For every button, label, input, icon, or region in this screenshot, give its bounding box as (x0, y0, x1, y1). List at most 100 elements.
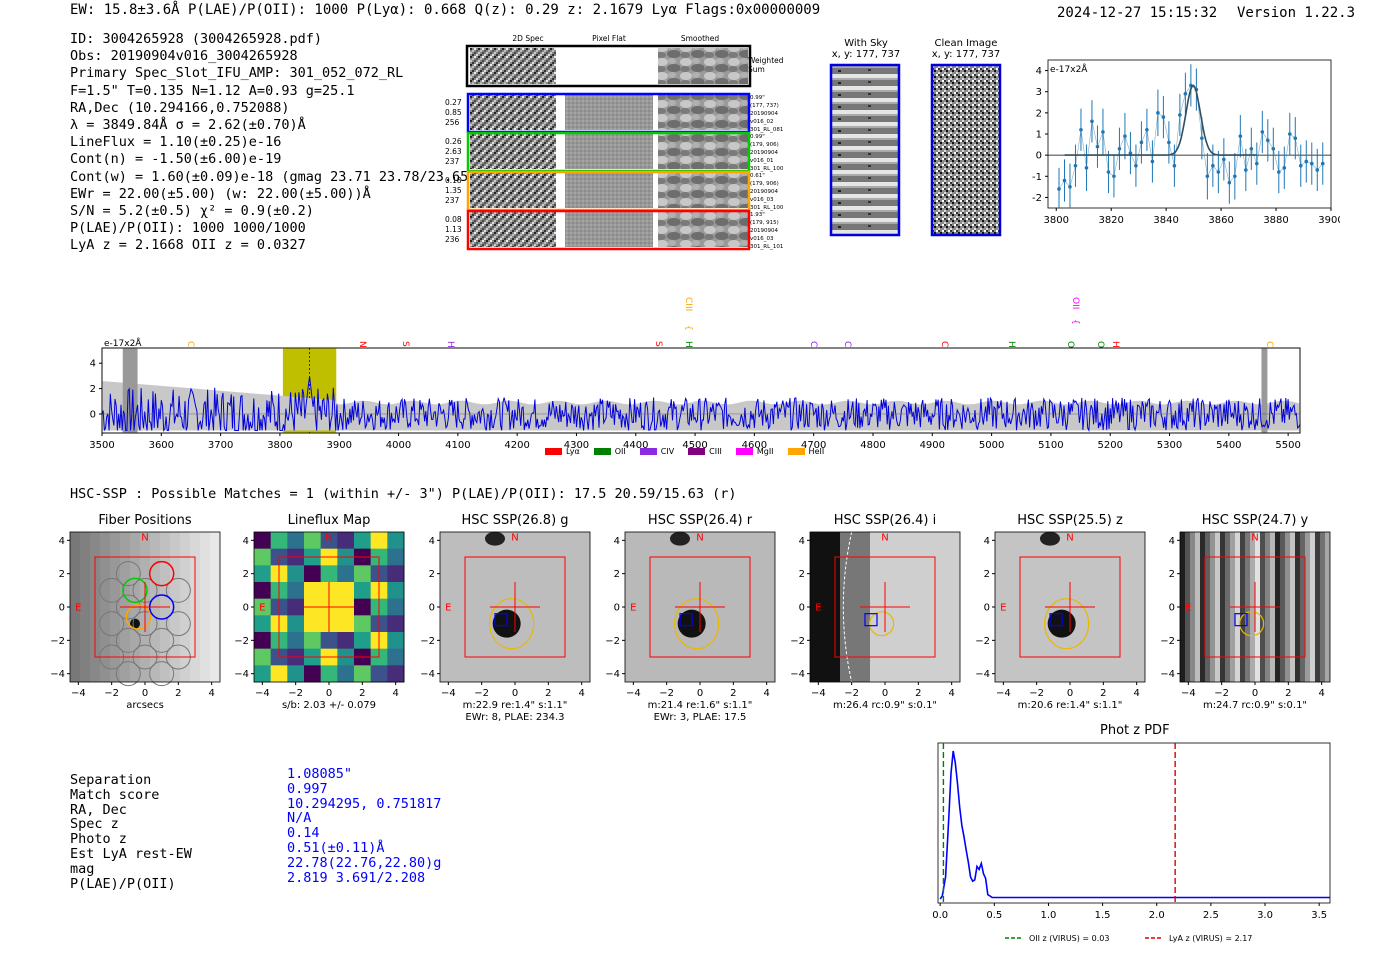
with-sky-header: With Sky x, y: 177, 737 (830, 38, 902, 60)
lineflux-cell (270, 665, 288, 683)
legend-label: MgII (756, 447, 774, 456)
zoom-spectrum-chart: -2 -1 0 1 2 3 4 3800 3820 3840 3860 3880 3900 e-17x2Å (1032, 59, 1340, 226)
col-header-smoothed: Smoothed (681, 34, 720, 43)
fiber-circle (115, 627, 141, 653)
legend-label: CIV (660, 447, 675, 456)
full-xtick-label: 4100 (445, 440, 470, 451)
spectral-line-label: CII (1264, 341, 1274, 353)
fiber-circle (99, 611, 125, 637)
legend-item: CIV (639, 447, 675, 456)
info-line: LineFlux = 1.10(±0.25)e-16 (70, 134, 282, 151)
zoom-data-point (1211, 163, 1215, 168)
zoom-data-point (1139, 140, 1144, 145)
full-xtick-label: 3900 (327, 440, 352, 451)
lineflux-cell (387, 648, 405, 666)
fiber-row-value: 0.27 (445, 98, 462, 107)
compass-east: E (815, 602, 821, 613)
fiber-row-value: 236 (445, 235, 460, 244)
fiber-row-smoothed (658, 134, 748, 169)
fov-box (649, 556, 751, 658)
fiber-row-meta: v016_01 (750, 158, 774, 164)
compass-east: E (1185, 602, 1191, 613)
noise-envelope (102, 381, 1300, 431)
zoom-xtick-label: 3880 (1263, 215, 1288, 226)
lineflux-cell (304, 565, 322, 583)
full-spectrum-chart: CIV{NV{SiII{HeII{SiIV{CIII{Hγ{CII{CIII{C… (89, 297, 1301, 451)
info-line: F=1.5" T=0.135 N=1.12 A=0.93 g=25.1 (70, 82, 355, 99)
fiber-row-meta: 20190904 (750, 189, 778, 195)
cutout-xtick-label: 2 (545, 688, 551, 699)
info-line: λ = 3849.84Å σ = 2.62(±0.70)Å (70, 117, 306, 134)
zoom-data-point (1233, 174, 1237, 179)
lineflux-cell (387, 582, 405, 600)
cutout-ytick-label: 0 (799, 603, 805, 614)
zoom-data-point (1320, 161, 1325, 166)
lineflux-cell (304, 582, 322, 600)
compass-east: E (75, 602, 81, 613)
zoom-data-point (1161, 115, 1166, 119)
cutout-panel: N E 4 4 2 2 0 0 −2 −2 −4 −4 arcsecs (50, 531, 221, 711)
lineflux-cell (387, 665, 405, 683)
fiber-row-value: 0.26 (445, 137, 462, 146)
match-values: 1.08085" 0.997 10.294295, 0.751817 N/A 0… (287, 767, 441, 885)
fiber-circle (165, 611, 191, 637)
cutout-shading (80, 532, 90, 682)
cutout-ytick-label: −2 (1160, 636, 1175, 647)
cutout-xtick-label: 0 (326, 688, 332, 699)
weighted-sum-label-1: Weighted (748, 56, 784, 65)
cutout-stripe (1180, 532, 1185, 682)
cutout-ytick-label: 2 (429, 569, 435, 580)
with-sky-title: With Sky (844, 38, 888, 49)
zoom-data-point (1271, 147, 1276, 151)
match-label: Separation (70, 772, 152, 788)
zoom-data-point (1084, 166, 1089, 170)
cutout-stripe (1295, 532, 1300, 682)
cutout-ytick-label: 2 (59, 569, 65, 580)
cutout-ytick-label: 2 (799, 569, 805, 580)
fiber-row-meta: 301_RL_101 (750, 244, 783, 250)
legend-item: OII (593, 447, 626, 456)
fiber-row-meta: v016_02 (750, 119, 774, 125)
cutout-neighbor (670, 531, 690, 546)
cutout-shading (180, 532, 190, 682)
cutout-stripe (1280, 532, 1285, 682)
lineflux-cell (320, 632, 338, 650)
full-xtick-label: 4200 (504, 440, 529, 451)
lineflux-cell (320, 532, 338, 550)
fiber-row-value: 2.63 (445, 147, 462, 156)
fiber-row-meta: 20190904 (750, 150, 778, 156)
lineflux-cell (354, 598, 372, 616)
lineflux-cell (320, 665, 338, 683)
lineflux-cell (304, 665, 322, 683)
cutout-ytick-label: −2 (605, 636, 620, 647)
masked-region (1261, 348, 1268, 433)
zoom-xtick-label: 3800 (1044, 215, 1069, 226)
weighted-2dspec (470, 48, 556, 84)
zoom-data-point (1150, 159, 1155, 164)
full-xtick-label: 3500 (89, 440, 114, 451)
cutout-caption: EWr: 3, PLAE: 17.5 (654, 712, 747, 723)
zoom-data-point (1112, 174, 1116, 179)
zoom-data-point (1068, 185, 1072, 189)
full-xtick-label: 5500 (1275, 440, 1300, 451)
cutout-panel: N E 4 4 2 2 0 0 −2 −2 −4 −4 m:20.6 re:1.4" s:1.1" (975, 531, 1146, 711)
info-line: Obs: 20190904v016_3004265928 (70, 48, 298, 65)
lineflux-cell (354, 665, 372, 683)
with-sky-image (832, 66, 898, 234)
fov-box (278, 556, 380, 658)
lineflux-cell (354, 532, 372, 550)
fiber-row-pixelflat (565, 173, 653, 208)
cutout-ytick-label: 4 (1169, 536, 1175, 547)
lineflux-cell (337, 565, 355, 583)
lineflux-cell (254, 532, 272, 550)
zoom-data-point (1079, 127, 1083, 132)
match-value: 0.14 (287, 825, 320, 842)
cutout-xtick-label: 0 (882, 688, 888, 699)
fiber-row-2dspec (470, 173, 556, 208)
legend-item: MgII (735, 447, 774, 456)
full-xtick-label: 3800 (267, 440, 292, 451)
zoom-data-point (1266, 138, 1270, 143)
cutout-ytick-label: 4 (243, 536, 249, 547)
full-xtick-label: 5300 (1157, 440, 1182, 451)
zoom-data-point (1216, 170, 1221, 174)
